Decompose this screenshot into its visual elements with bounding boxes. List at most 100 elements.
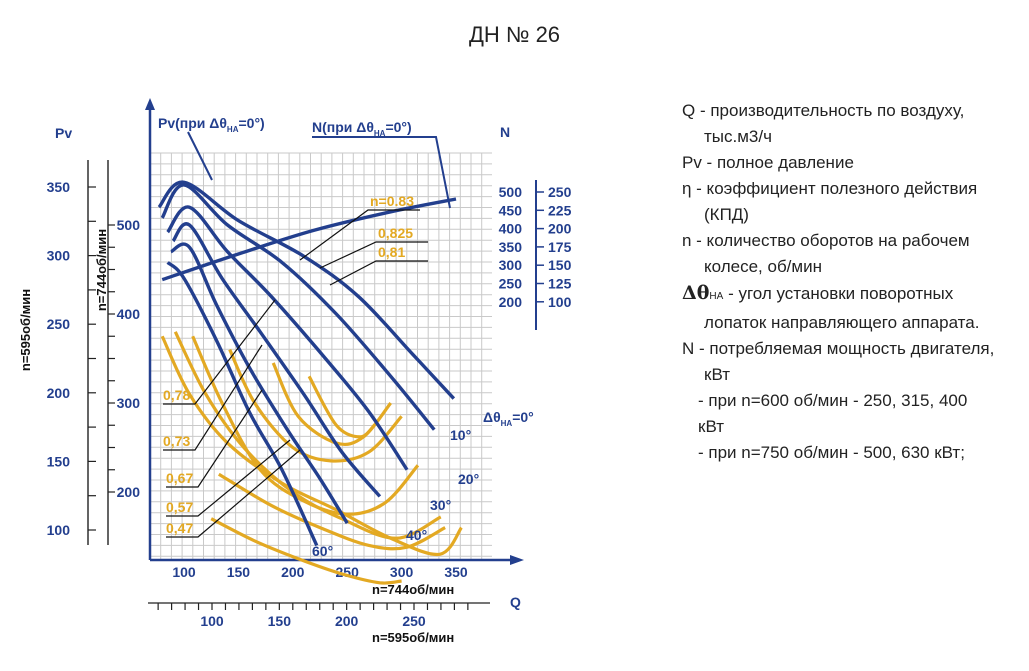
n-axis-744-tick-label: 300 [499, 257, 523, 273]
y-axis-595-tick-label: 100 [47, 522, 71, 538]
efficiency-label-leader [299, 209, 420, 261]
y-axis-595-tick-label: 200 [47, 385, 71, 401]
n-axis-595-tick-label: 250 [548, 184, 572, 200]
n-axis-595-tick-label: 225 [548, 202, 572, 218]
y-axis-744-tick-label: 400 [117, 306, 141, 322]
efficiency-label-leader [163, 344, 263, 451]
y-axis-595-tick-label: 300 [47, 248, 71, 264]
page-title: ДН № 26 [468, 22, 561, 47]
n-axis-744-tick-label: 450 [499, 202, 523, 218]
x-axis-744-tick-label: 100 [172, 564, 196, 580]
x-axis-595-tick-label: 100 [200, 613, 224, 629]
y-axis-744-tick-label: 300 [117, 395, 141, 411]
angle-label: 40° [406, 527, 427, 543]
label-part: N(при Δθ [312, 119, 374, 135]
pv-axis-name: Pv [55, 125, 72, 141]
angle-label: 10° [450, 427, 471, 443]
legend-N-600: - при n=600 об/мин - 250, 315, 400 [698, 391, 968, 410]
legend-q: Q - производительность по воздуху, [682, 101, 965, 120]
pressure-curve [166, 205, 409, 471]
efficiency-label: 0,73 [163, 433, 190, 449]
dtheta-sub: НА [709, 291, 724, 302]
efficiency-label-leader [163, 299, 276, 405]
efficiency-label-leader [319, 241, 428, 269]
y-axis-595-tick-label: 350 [47, 179, 71, 195]
legend-dtheta-2: лопаток направляющего аппарата. [704, 313, 980, 332]
efficiency-label-leader [329, 260, 428, 286]
x-axis-744-tick-label: 300 [390, 564, 414, 580]
efficiency-label-leader [166, 439, 291, 517]
angle-label: 30° [430, 497, 451, 513]
label-part: НА [374, 129, 386, 138]
legend: Q - производительность по воздуху, тыс.м… [682, 98, 1022, 466]
angle-label: 20° [458, 471, 479, 487]
x-axis-744-tick-label: 200 [281, 564, 305, 580]
legend-dtheta: ΔθНА - угол установки поворотных [682, 280, 1022, 310]
legend-N: N - потребляемая мощность двигателя, [682, 339, 995, 358]
legend-pv: Pv - полное давление [682, 153, 854, 172]
n-axis-name: N [500, 124, 510, 140]
legend-dtheta-text: - угол установки поворотных [728, 284, 954, 303]
dtheta-symbol: Δθ [682, 282, 710, 304]
y-axis-595-label: n=595об/мин [18, 289, 33, 371]
efficiency-label-leader [166, 449, 301, 538]
n-axis-595-tick-label: 125 [548, 276, 572, 292]
power-curve [161, 197, 457, 282]
pv-label-leader [187, 131, 213, 181]
n-axis-744-tick-label: 500 [499, 184, 523, 200]
pressure-curve [157, 180, 456, 400]
x-axis-595-tick-label: 250 [402, 613, 426, 629]
efficiency-curve [173, 331, 442, 540]
label-part: НА [227, 125, 239, 134]
y-axis-744-tick-label: 200 [117, 484, 141, 500]
n-axis-595-tick-label: 150 [548, 257, 572, 273]
efficiency-label: 0,81 [378, 244, 405, 260]
y-axis-595-tick-label: 250 [47, 316, 71, 332]
efficiency-label-leader [166, 389, 263, 488]
n-axis-744-tick-label: 200 [499, 294, 523, 310]
y-axis-744-label: n=744об/мин [94, 229, 109, 311]
x-axis-595-tick-label: 150 [268, 613, 292, 629]
angle-zero-label: ΔθНА=0° [483, 409, 534, 428]
efficiency-curve [228, 348, 403, 463]
n-label-leader [312, 136, 451, 209]
legend-n-2: колесе, об/мин [704, 257, 822, 276]
label-part: =0°) [385, 119, 411, 135]
efficiency-label: 0,57 [166, 499, 193, 515]
n-axis-595-tick-label: 200 [548, 221, 572, 237]
label-part: Pv(при Δθ [158, 115, 227, 131]
y-axis-744-tick-label: 500 [117, 217, 141, 233]
n-axis-744-tick-label: 250 [499, 276, 523, 292]
pv-curve-label: Pv(при ΔθНА=0°) [158, 115, 265, 134]
n-axis-595-tick-label: 100 [548, 294, 572, 310]
y-axis-595-tick-label: 150 [47, 453, 71, 469]
pressure-curve [171, 222, 382, 498]
label-part: =0°) [238, 115, 264, 131]
x-axis-595-label: n=595об/мин [372, 630, 454, 645]
x-axis-595-tick-label: 200 [335, 613, 359, 629]
efficiency-label: 0,78 [163, 387, 190, 403]
efficiency-label: n=0.83 [370, 193, 414, 209]
fan-performance-chart: 100 150 200 250 300 350 Pv n=595об/мин 200 300 400… [18, 98, 572, 645]
legend-eta: η - коэффициент полезного действия [682, 179, 978, 198]
legend-n: n - количество оборотов на рабочем [682, 231, 970, 250]
n-axis-595-tick-label: 175 [548, 239, 572, 255]
x-axis-744-label: n=744об/мин [372, 582, 454, 597]
n-axis-background [492, 150, 552, 330]
pressure-curve [160, 183, 436, 431]
efficiency-curve [217, 472, 446, 551]
n-axis-744-tick-label: 400 [499, 221, 523, 237]
efficiency-label: 0,67 [166, 470, 193, 486]
n-axis-744-tick-label: 350 [499, 239, 523, 255]
x-axis-744-tick-label: 350 [444, 564, 468, 580]
label-part: НА [501, 419, 513, 428]
pv-axis-arrow [145, 98, 155, 110]
x-axis-744-tick-label: 150 [227, 564, 251, 580]
n-curve-label: N(при ΔθНА=0°) [312, 119, 412, 138]
legend-N-750: - при n=750 об/мин - 500, 630 кВт; [698, 443, 965, 462]
legend-N-unit: кВт [704, 365, 730, 384]
label-part: =0° [512, 409, 534, 425]
legend-q-unit: тыс.м3/ч [704, 127, 772, 146]
angle-label: 60° [312, 543, 333, 559]
pressure-curve [170, 242, 349, 525]
